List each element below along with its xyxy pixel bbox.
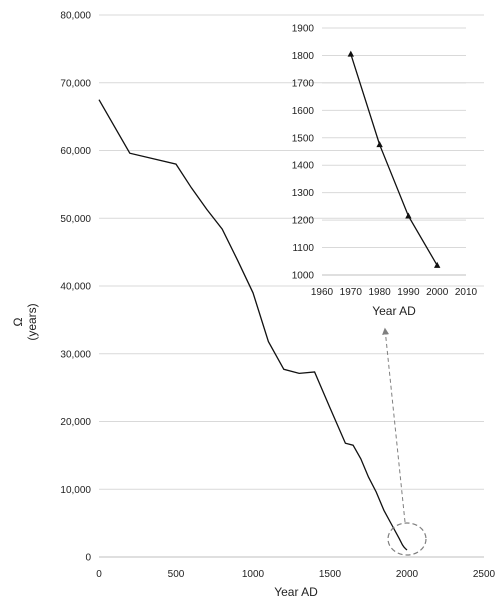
main-x-tick-label: 1500 xyxy=(319,569,342,580)
inset-y-tick-label: 1100 xyxy=(292,243,314,254)
inset-x-tick-label: 1990 xyxy=(397,287,420,298)
main-y-tick-label: 20,000 xyxy=(60,417,91,428)
main-y-tick-labels: 0 10,000 20,000 30,000 40,000 50,000 60,000 70,… xyxy=(60,11,91,564)
inset-x-tick-labels: 1960 1970 1980 1990 2000 2010 xyxy=(311,287,478,298)
zoom-arrow xyxy=(382,327,406,523)
inset-data-point xyxy=(434,261,441,268)
inset-x-axis-title: Year AD xyxy=(372,304,416,318)
main-y-tick-label: 80,000 xyxy=(60,11,91,22)
main-y-tick-label: 40,000 xyxy=(60,282,91,293)
inset-x-tick-label: 1960 xyxy=(311,287,334,298)
main-x-tick-labels: 0 500 1000 1500 2000 2500 xyxy=(96,569,495,580)
inset-x-tick-label: 1980 xyxy=(368,287,391,298)
inset-data-point xyxy=(376,141,383,148)
inset-y-tick-label: 1000 xyxy=(292,271,315,282)
inset-y-tick-label: 1500 xyxy=(292,133,315,144)
main-y-tick-label: 60,000 xyxy=(60,146,91,157)
inset-data-point xyxy=(347,50,354,57)
main-y-tick-label: 0 xyxy=(85,553,91,564)
inset-y-tick-label: 1200 xyxy=(292,216,315,227)
inset-y-tick-label: 1400 xyxy=(292,161,315,172)
main-y-tick-label: 30,000 xyxy=(60,349,91,360)
main-series-line xyxy=(98,99,408,551)
inset-y-tick-label: 1900 xyxy=(292,24,315,35)
inset-series-line xyxy=(350,53,438,266)
inset-data-point xyxy=(405,212,412,219)
main-y-axis-symbol: Ω xyxy=(11,317,25,326)
main-y-tick-label: 70,000 xyxy=(60,78,91,89)
inset-markers xyxy=(347,50,441,268)
inset-y-tick-label: 1600 xyxy=(292,106,315,117)
inset-y-tick-label: 1800 xyxy=(292,51,315,62)
main-x-tick-label: 0 xyxy=(96,569,102,580)
main-x-tick-label: 2500 xyxy=(473,569,496,580)
inset-gridlines xyxy=(322,27,466,249)
main-y-tick-label: 50,000 xyxy=(60,214,91,225)
zoom-region-ellipse xyxy=(387,522,427,556)
inset-y-tick-label: 1700 xyxy=(292,78,315,89)
main-gridlines xyxy=(99,14,484,490)
main-x-tick-label: 2000 xyxy=(396,569,419,580)
main-y-axis-title: Ω (years) xyxy=(11,303,39,340)
inset-x-tick-label: 2010 xyxy=(455,287,478,298)
main-x-tick-label: 1000 xyxy=(242,569,265,580)
inset-y-tick-labels: 1000 1100 1200 1300 1400 1500 1600 1700 1800 1900 xyxy=(292,24,315,282)
inset-x-tick-label: 1970 xyxy=(340,287,363,298)
main-y-tick-label: 10,000 xyxy=(60,485,91,496)
inset-x-tick-label: 2000 xyxy=(426,287,449,298)
main-x-axis-title: Year AD xyxy=(274,585,318,599)
main-y-axis-unit: (years) xyxy=(25,303,39,340)
inset-y-tick-label: 1300 xyxy=(292,188,315,199)
main-x-tick-label: 500 xyxy=(168,569,185,580)
